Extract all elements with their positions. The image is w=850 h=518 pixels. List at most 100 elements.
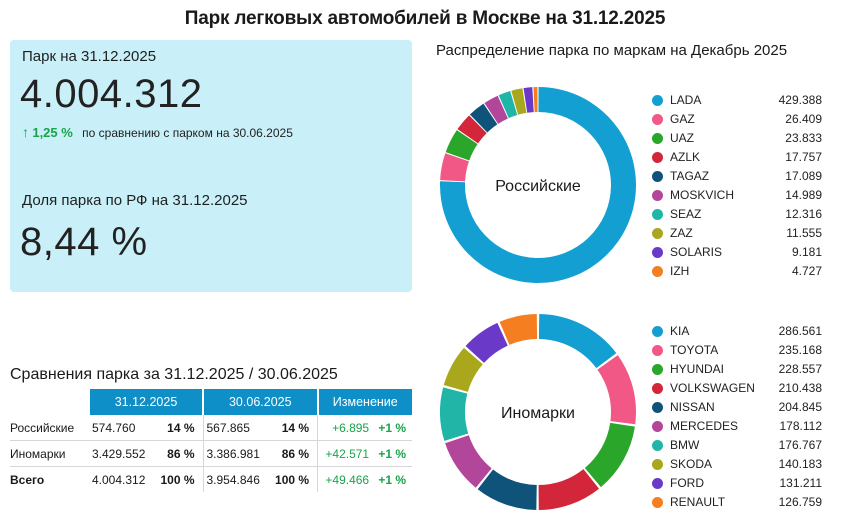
legend-label: GAZ: [670, 112, 695, 126]
legend-dot-icon: [652, 459, 663, 470]
legend-dot-icon: [652, 478, 663, 489]
legend-item: BMW 176.767: [652, 436, 822, 455]
value-1: 574.760: [89, 415, 154, 441]
legend-value: 131.211: [779, 476, 823, 490]
change-value: +6.895: [317, 415, 373, 441]
legend-label: MERCEDES: [670, 419, 739, 433]
value-1: 3.429.552: [89, 440, 154, 467]
share-value: 8,44 %: [20, 220, 148, 264]
change-percent: +1 %: [372, 440, 412, 467]
legend-dot-icon: [652, 114, 663, 125]
legend-value: 4.727: [791, 264, 822, 278]
donut-slice-toyota: [597, 355, 636, 425]
legend-value: 429.388: [778, 93, 822, 107]
legend-item: NISSAN 204.845: [652, 398, 822, 417]
legend-dot-icon: [652, 402, 663, 413]
value-1: 4.004.312: [92, 472, 146, 487]
legend-dot-icon: [652, 266, 663, 277]
park-label: Парк на 31.12.2025: [22, 48, 157, 65]
legend-label: SKODA: [670, 457, 713, 471]
legend-item: RENAULT 126.759: [652, 493, 822, 512]
table-row: Всего 4.004.312 100 % 3.954.846 100 % +49.466…: [10, 466, 412, 492]
foreign-brands-donut: Иномарки: [440, 314, 636, 510]
legend-item: LADA 429.388: [652, 91, 822, 110]
legend-label: IZH: [670, 264, 690, 278]
donut-slice-solaris: [523, 87, 534, 113]
legend-value: 14.989: [785, 188, 822, 202]
legend-dot-icon: [652, 364, 663, 375]
legend-label: TOYOTA: [670, 343, 719, 357]
legend-label: KIA: [670, 324, 690, 338]
row-name: Иномарки: [10, 440, 89, 467]
donut-slice-mercedes: [445, 435, 492, 488]
legend-value: 11.555: [786, 226, 822, 240]
legend-dot-icon: [652, 171, 663, 182]
value-2: 3.954.846: [202, 466, 269, 492]
legend-label: TAGAZ: [670, 169, 710, 183]
legend-value: 228.557: [778, 362, 822, 376]
donut-slice-seaz: [498, 91, 518, 119]
change-percent: +1 %: [378, 472, 406, 487]
legend-dot-icon: [652, 209, 663, 220]
legend-dot-icon: [652, 497, 663, 508]
legend-value: 17.757: [785, 150, 822, 164]
table-row: Иномарки 3.429.552 86 % 3.386.981 86 % +42.57…: [10, 440, 412, 467]
donut-slice-volkswagen: [538, 469, 600, 510]
legend-dot-icon: [652, 95, 663, 106]
donut-slice-skoda: [443, 347, 483, 392]
header-change: Изменение: [317, 389, 412, 415]
legend-value: 140.183: [778, 457, 822, 471]
legend-item: TAGAZ 17.089: [652, 167, 822, 186]
donut-slice-kia: [538, 314, 617, 369]
legend-value: 26.409: [785, 112, 822, 126]
legend-item: HYUNDAI 228.557: [652, 360, 822, 379]
percent-1: 14 %: [153, 415, 203, 441]
legend-item: TOYOTA 235.168: [652, 341, 822, 360]
distribution-title: Распределение парка по маркам на Декабрь…: [436, 42, 788, 59]
legend-label: RENAULT: [670, 495, 726, 509]
donut-slice-hyundai: [584, 422, 635, 488]
legend-item: AZLK 17.757: [652, 148, 822, 167]
change-text: по сравнению с парком на 30.06.2025: [82, 126, 293, 140]
donut-slice-bmw: [440, 387, 469, 441]
legend-label: UAZ: [670, 131, 694, 145]
percent-2: 14 %: [268, 415, 318, 441]
change-value: +49.466: [317, 466, 373, 492]
kpi-card: Парк на 31.12.2025 4.004.312 ↑ 1,25 % по…: [10, 40, 412, 292]
legend-value: 235.168: [778, 343, 822, 357]
donut-center-label: Российские: [495, 178, 581, 195]
legend-item: UAZ 23.833: [652, 129, 822, 148]
legend-label: SOLARIS: [670, 245, 723, 259]
donut-slice-uaz: [445, 130, 478, 161]
percent-2: 100 %: [275, 472, 310, 487]
legend-dot-icon: [652, 247, 663, 258]
legend-value: 12.316: [785, 207, 822, 221]
value-2: 567.865: [202, 415, 269, 441]
donut-slice-nissan: [477, 469, 537, 510]
legend-dot-icon: [652, 326, 663, 337]
donut-slice-tagaz: [469, 103, 498, 133]
legend-item: GAZ 26.409: [652, 110, 822, 129]
legend-value: 176.767: [778, 438, 822, 452]
legend-dot-icon: [652, 190, 663, 201]
legend-value: 9.181: [791, 245, 822, 259]
legend-label: BMW: [670, 438, 700, 452]
change-value: +42.571: [317, 440, 373, 467]
header-empty: [10, 389, 90, 415]
legend-value: 286.561: [778, 324, 822, 338]
russian-brands-donut: Российские: [440, 87, 636, 283]
legend-item: ZAZ 11.555: [652, 224, 822, 243]
percent-2: 86 %: [268, 440, 318, 467]
legend-dot-icon: [652, 421, 663, 432]
legend-item: IZH 4.727: [652, 262, 822, 281]
legend-label: NISSAN: [670, 400, 715, 414]
row-name: Всего: [10, 472, 45, 487]
legend-dot-icon: [652, 383, 663, 394]
donut-slice-ford: [465, 322, 508, 363]
header-date-1: 31.12.2025: [89, 389, 204, 415]
legend-item: MERCEDES 178.112: [652, 417, 822, 436]
comparison-title: Сравнения парка за 31.12.2025 / 30.06.20…: [10, 366, 338, 383]
legend-item: FORD 131.211: [652, 474, 822, 493]
value-2: 3.386.981: [202, 440, 269, 467]
donut-slice-izh: [533, 87, 538, 113]
